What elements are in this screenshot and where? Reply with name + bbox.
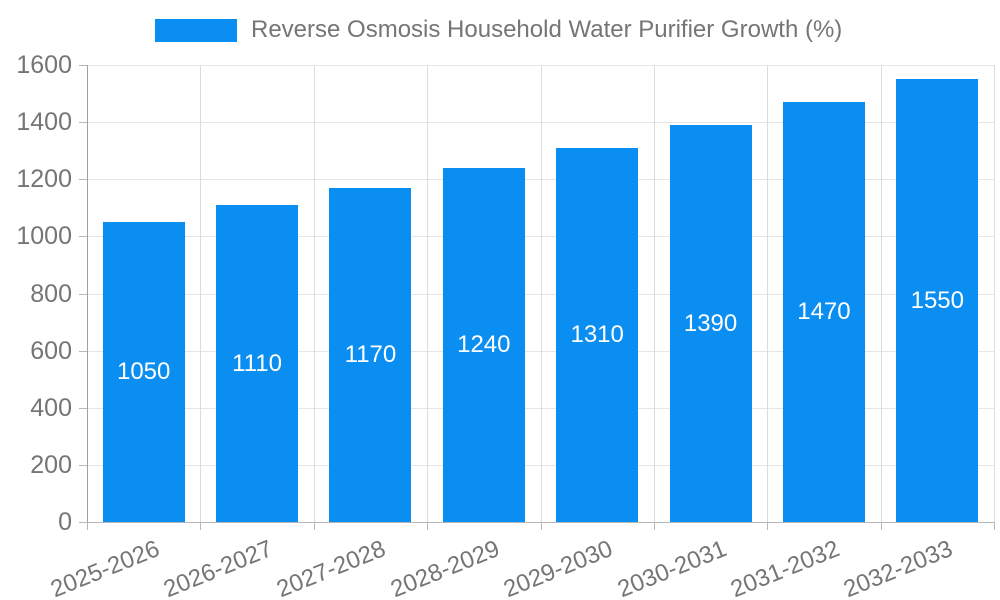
x-tick — [313, 522, 315, 530]
y-axis-tick-label: 1600 — [16, 51, 72, 79]
x-gridline — [200, 65, 202, 522]
x-tick — [540, 522, 542, 530]
y-tick — [79, 407, 87, 409]
bar-value-label: 1170 — [344, 341, 397, 368]
x-tick — [880, 522, 882, 530]
x-gridline — [313, 65, 315, 522]
bar-value-label: 1390 — [683, 309, 738, 337]
y-tick — [79, 65, 87, 66]
bar-value-label: 1470 — [797, 298, 851, 325]
y-axis-tick-label: 400 — [30, 393, 72, 422]
y-axis-tick-label: 1000 — [16, 222, 72, 251]
bar-2031-2032[interactable]: 1470 — [782, 102, 865, 522]
y-axis-tick-label: 800 — [30, 279, 72, 308]
y-tick — [79, 293, 87, 295]
x-gridline — [540, 65, 542, 522]
x-tick — [427, 522, 429, 530]
y-tick — [79, 350, 87, 352]
x-gridline — [767, 65, 769, 522]
x-gridline — [880, 65, 882, 522]
y-axis-line — [87, 65, 88, 523]
x-axis-line — [87, 522, 994, 523]
y-tick — [79, 522, 87, 523]
legend: Reverse Osmosis Household Water Purifier… — [155, 16, 842, 44]
bar-2025-2026[interactable]: 1050 — [102, 222, 185, 522]
x-tick — [87, 522, 88, 530]
y-tick — [79, 179, 87, 181]
x-tick — [767, 522, 769, 530]
legend-swatch-icon — [155, 18, 237, 42]
bar-value-label: 1110 — [232, 349, 282, 377]
y-axis-tick-label: 200 — [30, 450, 72, 479]
y-tick — [79, 122, 87, 124]
x-gridline — [994, 65, 995, 522]
bar-value-label: 1240 — [457, 331, 511, 358]
bar-2027-2028[interactable]: 1170 — [329, 188, 412, 522]
bar-2026-2027[interactable]: 1110 — [216, 205, 299, 522]
x-tick — [994, 522, 995, 530]
y-tick — [79, 236, 87, 238]
bar-value-label: 1550 — [910, 286, 964, 314]
bar-2028-2029[interactable]: 1240 — [442, 168, 525, 522]
bar-2029-2030[interactable]: 1310 — [556, 148, 639, 522]
legend-label: Reverse Osmosis Household Water Purifier… — [251, 16, 843, 43]
y-tick — [79, 464, 87, 466]
y-axis-tick-label: 1400 — [16, 108, 72, 137]
bar-value-label: 1310 — [570, 321, 624, 348]
x-gridline — [653, 65, 655, 522]
x-tick — [200, 522, 202, 530]
bar-value-label: 1050 — [116, 358, 171, 385]
y-axis-tick-label: 600 — [30, 336, 72, 365]
x-gridline — [427, 65, 429, 522]
x-tick — [653, 522, 655, 530]
bar-2032-2033[interactable]: 1550 — [896, 79, 979, 522]
y-axis-tick-label: 0 — [58, 508, 72, 536]
y-axis-tick-label: 1200 — [16, 165, 72, 194]
bar-2030-2031[interactable]: 1390 — [669, 125, 752, 522]
